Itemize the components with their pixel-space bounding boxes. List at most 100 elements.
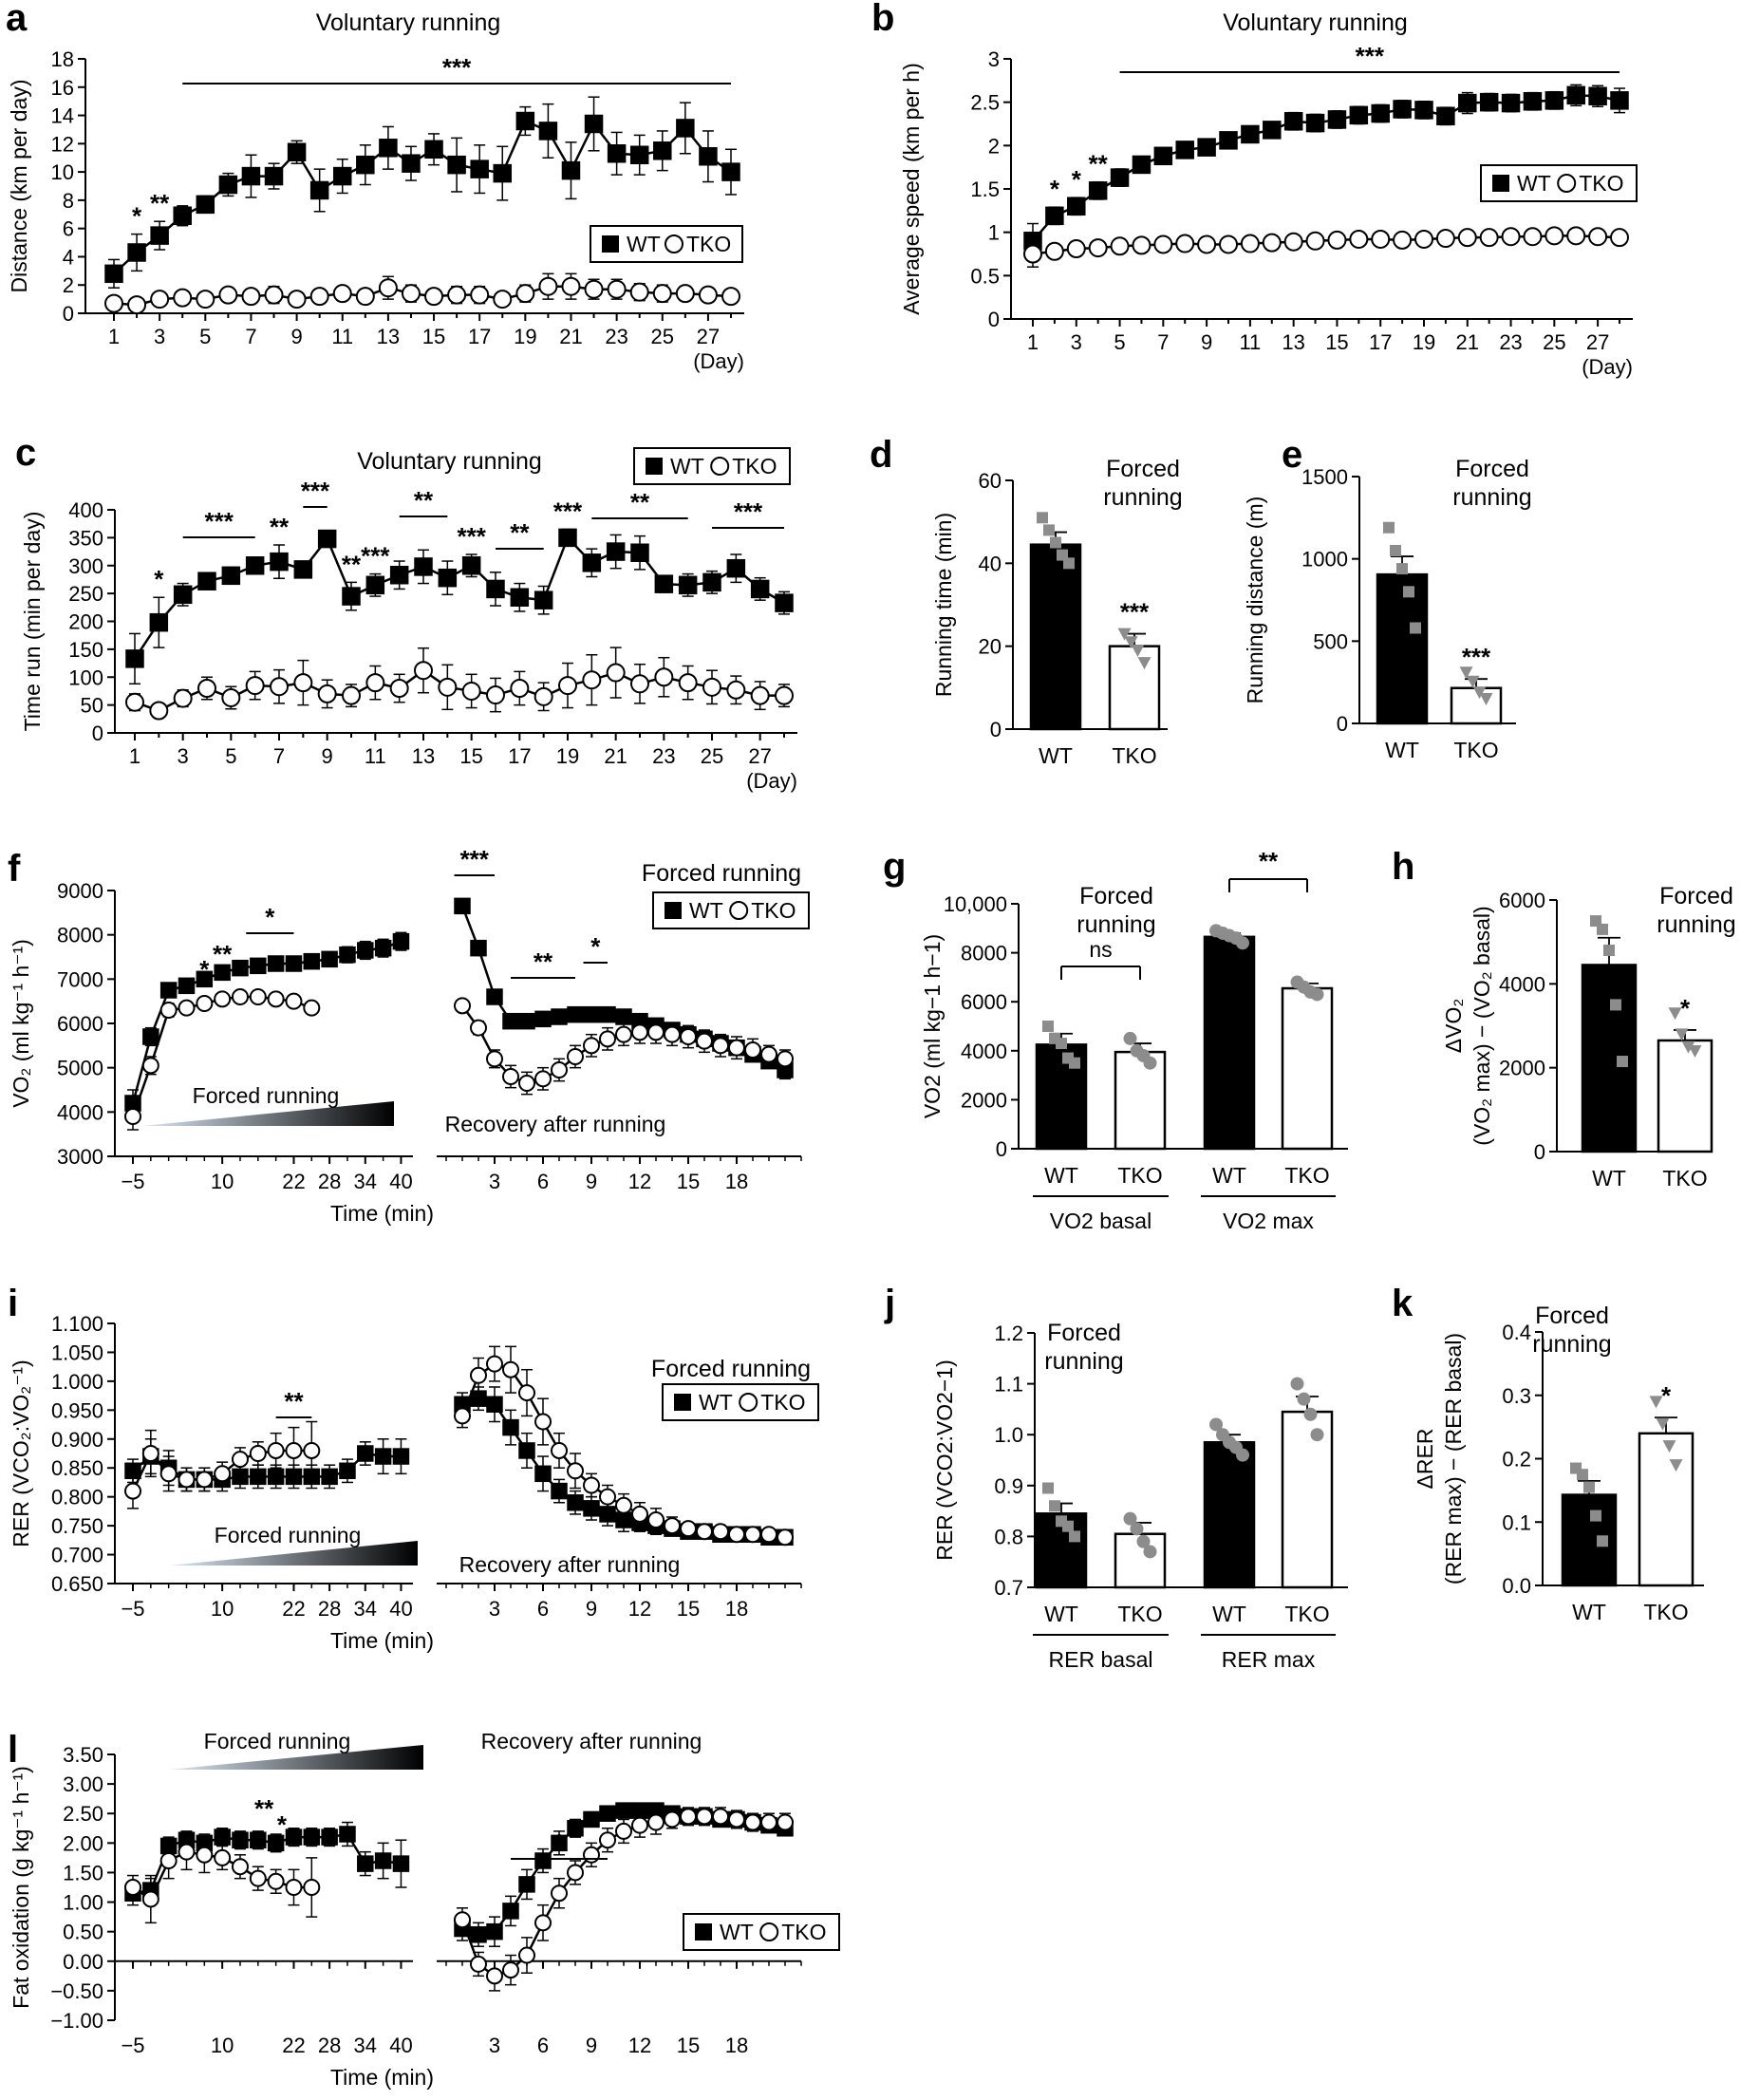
title-line: Forced: [1079, 883, 1153, 909]
significance-label: *: [265, 903, 275, 931]
wt-marker: [582, 553, 602, 572]
data-point: [1069, 1057, 1080, 1069]
group-label: VO2 basal: [1050, 1209, 1151, 1233]
wt-marker: [285, 1828, 303, 1846]
wt-marker: [197, 572, 216, 591]
y-tick-label: 0.650: [51, 1572, 103, 1596]
tko-marker: [744, 1813, 761, 1831]
wt-marker: [1088, 181, 1108, 200]
wt-marker: [1197, 138, 1216, 157]
data-point: [1209, 1417, 1223, 1432]
panel-l: −1.00 −0.50 0.00 0.50 1.00 1.50 2.00 2.50 3.00 3.…: [8, 1729, 840, 2090]
data-point: [1617, 1056, 1628, 1068]
y-tick-label: 100: [68, 666, 103, 689]
tko-marker: [583, 1476, 600, 1494]
legend-wt-marker: [674, 1394, 691, 1411]
wt-marker: [214, 964, 231, 982]
legend-wt-label: WT: [670, 454, 704, 478]
wt-marker: [750, 579, 770, 599]
tko-marker: [631, 1816, 648, 1834]
wt-marker: [1458, 93, 1477, 113]
x-tick-label: 5: [1114, 330, 1125, 354]
intensity-ramp: [169, 1745, 423, 1770]
wt-marker: [287, 142, 307, 162]
wt-marker: [342, 587, 361, 606]
y-tick-label: 300: [68, 554, 103, 578]
series-tko: [124, 1420, 321, 1509]
significance-label: ***: [301, 477, 330, 505]
wt-marker: [1045, 206, 1064, 226]
tko-marker: [652, 284, 672, 304]
data-point: [1143, 1545, 1157, 1559]
x-tick-label: 19: [556, 744, 579, 768]
tko-marker: [583, 1846, 600, 1864]
tko-marker: [680, 1808, 697, 1826]
x-tick-label: 9: [290, 325, 302, 348]
wt-marker: [534, 1465, 552, 1483]
bar: [1203, 935, 1256, 1151]
wt-marker: [654, 574, 674, 593]
wt-marker: [538, 122, 558, 141]
tko-marker: [104, 293, 123, 313]
y-tick-label: 2: [63, 273, 74, 297]
data-point: [1037, 512, 1048, 524]
tko-marker: [173, 288, 193, 308]
wt-marker: [702, 572, 721, 592]
wt-marker: [125, 649, 144, 668]
tko-marker: [127, 295, 147, 315]
wt-marker: [1371, 103, 1390, 123]
tko-marker: [583, 1037, 600, 1055]
panel-h: 0 2000 4000 6000 WT TKO * Forced running ΔVO₂ (VO₂…: [1392, 846, 1736, 1191]
legend-tko-label: TKO: [732, 454, 777, 478]
wt-marker: [339, 1826, 356, 1843]
series-wt: [125, 528, 794, 685]
x-tick-label: 25: [651, 325, 674, 348]
data-point: [1310, 987, 1324, 1002]
tko-marker: [196, 1471, 214, 1489]
legend-wt-label: WT: [689, 898, 723, 923]
legend-tko-label: TKO: [751, 898, 796, 923]
significance-label: **: [414, 486, 434, 515]
wt-marker: [1305, 113, 1325, 133]
title-line: Forced: [1047, 1320, 1121, 1346]
significance-label: **: [150, 189, 170, 217]
wt-marker: [250, 1831, 267, 1848]
wt-marker: [142, 1028, 159, 1045]
wt-marker: [356, 155, 375, 175]
data-point: [1063, 557, 1075, 570]
tko-marker: [461, 681, 481, 701]
wt-marker: [365, 575, 385, 595]
wt-marker: [317, 529, 337, 549]
data-point: [1310, 1428, 1324, 1442]
y-tick-label: 6000: [57, 1012, 103, 1036]
data-point: [1668, 1007, 1682, 1021]
x-category-label: TKO: [1117, 1602, 1162, 1626]
panel-b: 00.511.522.531 3 5 7 9 11 13 15 17 19 21 23 25 27(Day…: [871, 0, 1638, 379]
tko-marker: [534, 686, 553, 706]
significance-label: ***: [734, 497, 763, 526]
y-tick-label: 0: [988, 308, 1000, 331]
y-axis-label: RER (VCO₂:VO₂⁻¹): [9, 1359, 33, 1547]
data-point: [1656, 1417, 1670, 1431]
wt-marker: [583, 1005, 600, 1023]
tko-marker: [518, 1946, 535, 1964]
wt-marker: [551, 1008, 568, 1025]
data-point: [1137, 657, 1151, 670]
y-tick-label: 0.4: [1502, 1321, 1531, 1344]
y-tick-label: 1.2: [994, 1322, 1023, 1345]
significance-label: ***: [442, 53, 472, 82]
y-tick-label: 3.50: [63, 1743, 103, 1767]
legend-wt-marker: [646, 458, 663, 475]
y-tick-label: 6000: [1499, 889, 1545, 912]
data-point: [1472, 686, 1487, 700]
panel-letter: i: [8, 1283, 18, 1324]
wt-marker: [726, 558, 746, 578]
significance-label: *: [1050, 175, 1060, 203]
x-tick-label: 7: [1157, 330, 1169, 354]
significance-label: **: [534, 947, 553, 976]
data-point: [1662, 1440, 1676, 1453]
x-tick-label: 17: [1369, 330, 1392, 354]
data-point: [1410, 622, 1421, 634]
tko-marker: [777, 1813, 794, 1831]
tko-marker: [567, 1048, 584, 1065]
